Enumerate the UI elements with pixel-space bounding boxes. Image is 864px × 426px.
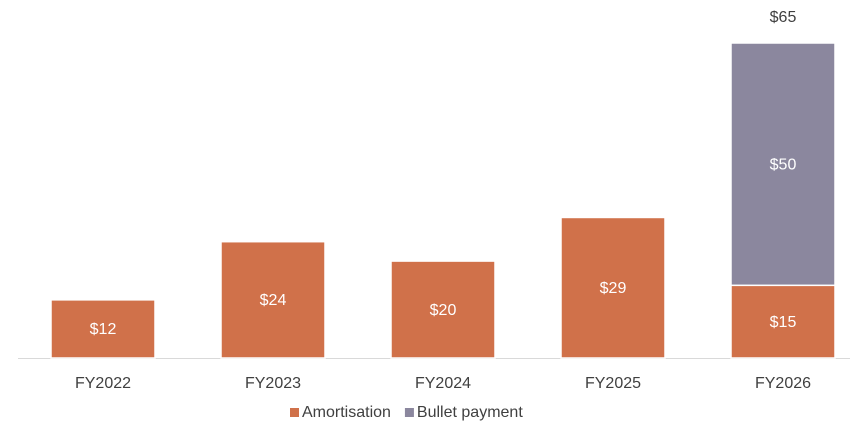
x-tick-label: FY2026 xyxy=(755,375,811,392)
bar-segment xyxy=(730,42,836,287)
data-label: $15 xyxy=(770,314,797,331)
bar-segment xyxy=(560,216,666,359)
data-label: $20 xyxy=(430,302,457,319)
total-label: $65 xyxy=(770,9,797,26)
data-label: $24 xyxy=(260,292,287,309)
legend-label: Bullet payment xyxy=(417,404,523,421)
x-tick-label: FY2023 xyxy=(245,375,301,392)
bar-segment xyxy=(730,284,836,359)
legend-swatch xyxy=(404,408,414,417)
data-label: $50 xyxy=(770,156,797,173)
legend-label: Amortisation xyxy=(302,404,391,421)
data-label: $12 xyxy=(90,321,117,338)
bar-segment xyxy=(220,240,326,359)
data-label: $29 xyxy=(600,280,627,297)
bar-segment xyxy=(390,260,496,359)
x-tick-label: FY2022 xyxy=(75,375,131,392)
x-tick-label: FY2024 xyxy=(415,375,471,392)
bar-segment xyxy=(50,299,156,359)
x-tick-label: FY2025 xyxy=(585,375,641,392)
legend-swatch xyxy=(290,408,299,417)
